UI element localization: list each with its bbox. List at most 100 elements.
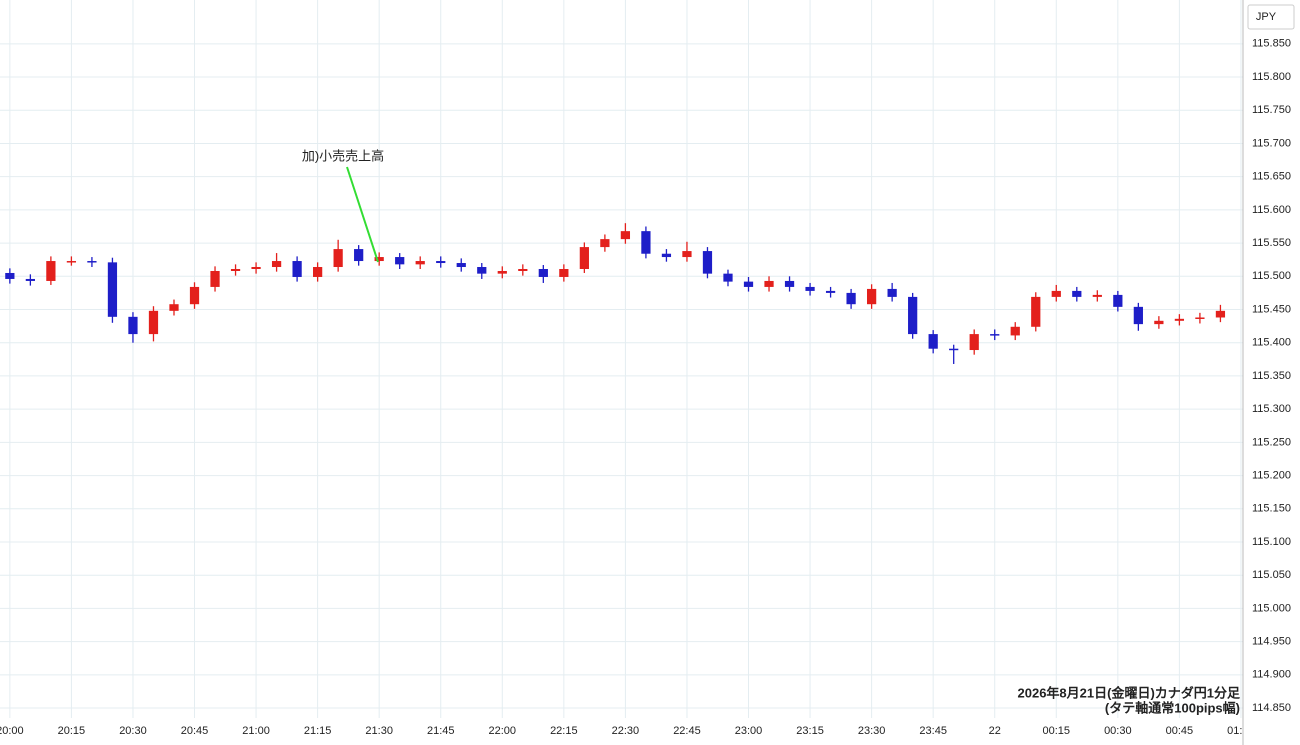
y-tick-label: 114.900 [1252, 669, 1291, 681]
candle-body [1133, 306, 1143, 325]
candle-body [1010, 326, 1020, 336]
x-tick-label: 21:00 [242, 725, 270, 737]
annotation-pointer [346, 166, 379, 263]
candle-body [846, 292, 856, 305]
y-tick-label: 114.850 [1252, 702, 1291, 714]
y-tick-label: 115.600 [1252, 204, 1291, 216]
y-tick-label: 115.750 [1252, 104, 1291, 116]
candle-body [189, 286, 200, 305]
candle-body [436, 261, 446, 264]
candle-body [395, 257, 405, 265]
currency-label: JPY [1256, 11, 1277, 23]
x-tick-label: 23:00 [735, 725, 763, 737]
y-tick-label: 115.800 [1252, 71, 1291, 83]
candle-body [559, 269, 569, 277]
candle-body [867, 288, 877, 305]
candle-body [949, 348, 959, 351]
y-tick-label: 115.550 [1252, 237, 1291, 249]
y-tick-label: 115.250 [1252, 436, 1291, 448]
candle-body [230, 269, 241, 271]
candle-body [251, 267, 261, 270]
candle-body [354, 249, 364, 262]
candle-body [292, 261, 302, 277]
annotation: 加)小売売上高 [302, 148, 384, 163]
candle-body [928, 334, 938, 349]
candle-body [497, 270, 507, 274]
candle-body [969, 334, 979, 351]
x-tick-label: 22:30 [612, 725, 640, 737]
candle-body [456, 263, 466, 268]
candle-body [271, 261, 282, 268]
note-line: (タテ軸通常100pips幅) [1105, 700, 1240, 715]
candle-body [66, 261, 77, 263]
candle-body [600, 239, 610, 248]
y-tick-label: 115.400 [1252, 337, 1291, 349]
candle-body [128, 316, 138, 335]
y-tick-label: 115.650 [1252, 171, 1291, 183]
x-tick-label: 22:00 [489, 725, 517, 737]
x-tick-label: 22:15 [550, 725, 578, 737]
grid [0, 0, 1243, 718]
candle-body [46, 261, 56, 281]
candle-body [1154, 320, 1164, 325]
y-tick-label: 115.700 [1252, 137, 1291, 149]
candle-body [641, 231, 651, 254]
candle-body [1031, 296, 1041, 327]
candle-body [784, 280, 795, 287]
note-line: 2026年8月21日(金曜日)カナダ円1分足 [1018, 685, 1241, 700]
candle-body [579, 247, 589, 270]
x-tick-label: 22 [989, 725, 1001, 737]
x-tick-label: 20:00 [0, 725, 24, 737]
x-tick-label: 23:45 [919, 725, 947, 737]
candle-body [1113, 294, 1123, 307]
y-tick-label: 115.500 [1252, 270, 1291, 282]
y-tick-label: 115.450 [1252, 303, 1291, 315]
x-tick-label: 00:30 [1104, 725, 1132, 737]
candle-body [333, 249, 343, 268]
candle-body [990, 334, 1000, 336]
y-tick-label: 115.000 [1252, 602, 1291, 614]
candle-body [1215, 310, 1226, 318]
x-tick-label: 23:30 [858, 725, 886, 737]
candle-body [702, 251, 713, 274]
candle-body [1195, 317, 1205, 319]
candle-body [908, 296, 918, 335]
candle-body [210, 270, 220, 287]
candle-body [620, 231, 631, 240]
plot-area: 20:00 20:15 20:30 20:45 21:00 21:15 21:30 21:45… [0, 223, 1255, 737]
candle-body [415, 261, 425, 265]
candle-body [743, 281, 754, 287]
candle-body [805, 286, 815, 291]
candle-body [518, 269, 528, 271]
x-tick-label: 20:30 [119, 725, 147, 737]
currency-box [1247, 4, 1295, 30]
candle-body [169, 304, 179, 311]
x-tick-label: 22:45 [673, 725, 701, 737]
y-tick-label: 114.950 [1252, 636, 1291, 648]
candle-body [825, 290, 836, 293]
x-tick-label: 00:15 [1043, 725, 1071, 737]
candle-body [764, 280, 774, 287]
x-tick-label: 20:15 [58, 725, 86, 737]
x-tick-label: 00:45 [1166, 725, 1194, 737]
candle-body [477, 267, 487, 274]
y-tick-label: 115.150 [1252, 503, 1291, 515]
y-tick-label: 115.050 [1252, 569, 1291, 581]
y-tick-label: 115.300 [1252, 403, 1291, 415]
candle-body [682, 251, 692, 258]
candle-body [87, 261, 97, 263]
x-tick-label: 21:45 [427, 725, 455, 737]
x-tick-label: 21:15 [304, 725, 332, 737]
y-tick-label: 115.200 [1252, 469, 1291, 481]
candle-body [5, 272, 15, 279]
candle-body [148, 310, 159, 335]
y-tick-label: 115.850 [1252, 38, 1291, 50]
candle-body [107, 262, 118, 317]
y-tick-label: 115.350 [1252, 370, 1291, 382]
candle-body [1051, 290, 1061, 297]
candle-body [313, 267, 323, 277]
y-tick-label: 115.100 [1252, 536, 1291, 548]
x-tick-label: 01:00 [1227, 725, 1255, 737]
